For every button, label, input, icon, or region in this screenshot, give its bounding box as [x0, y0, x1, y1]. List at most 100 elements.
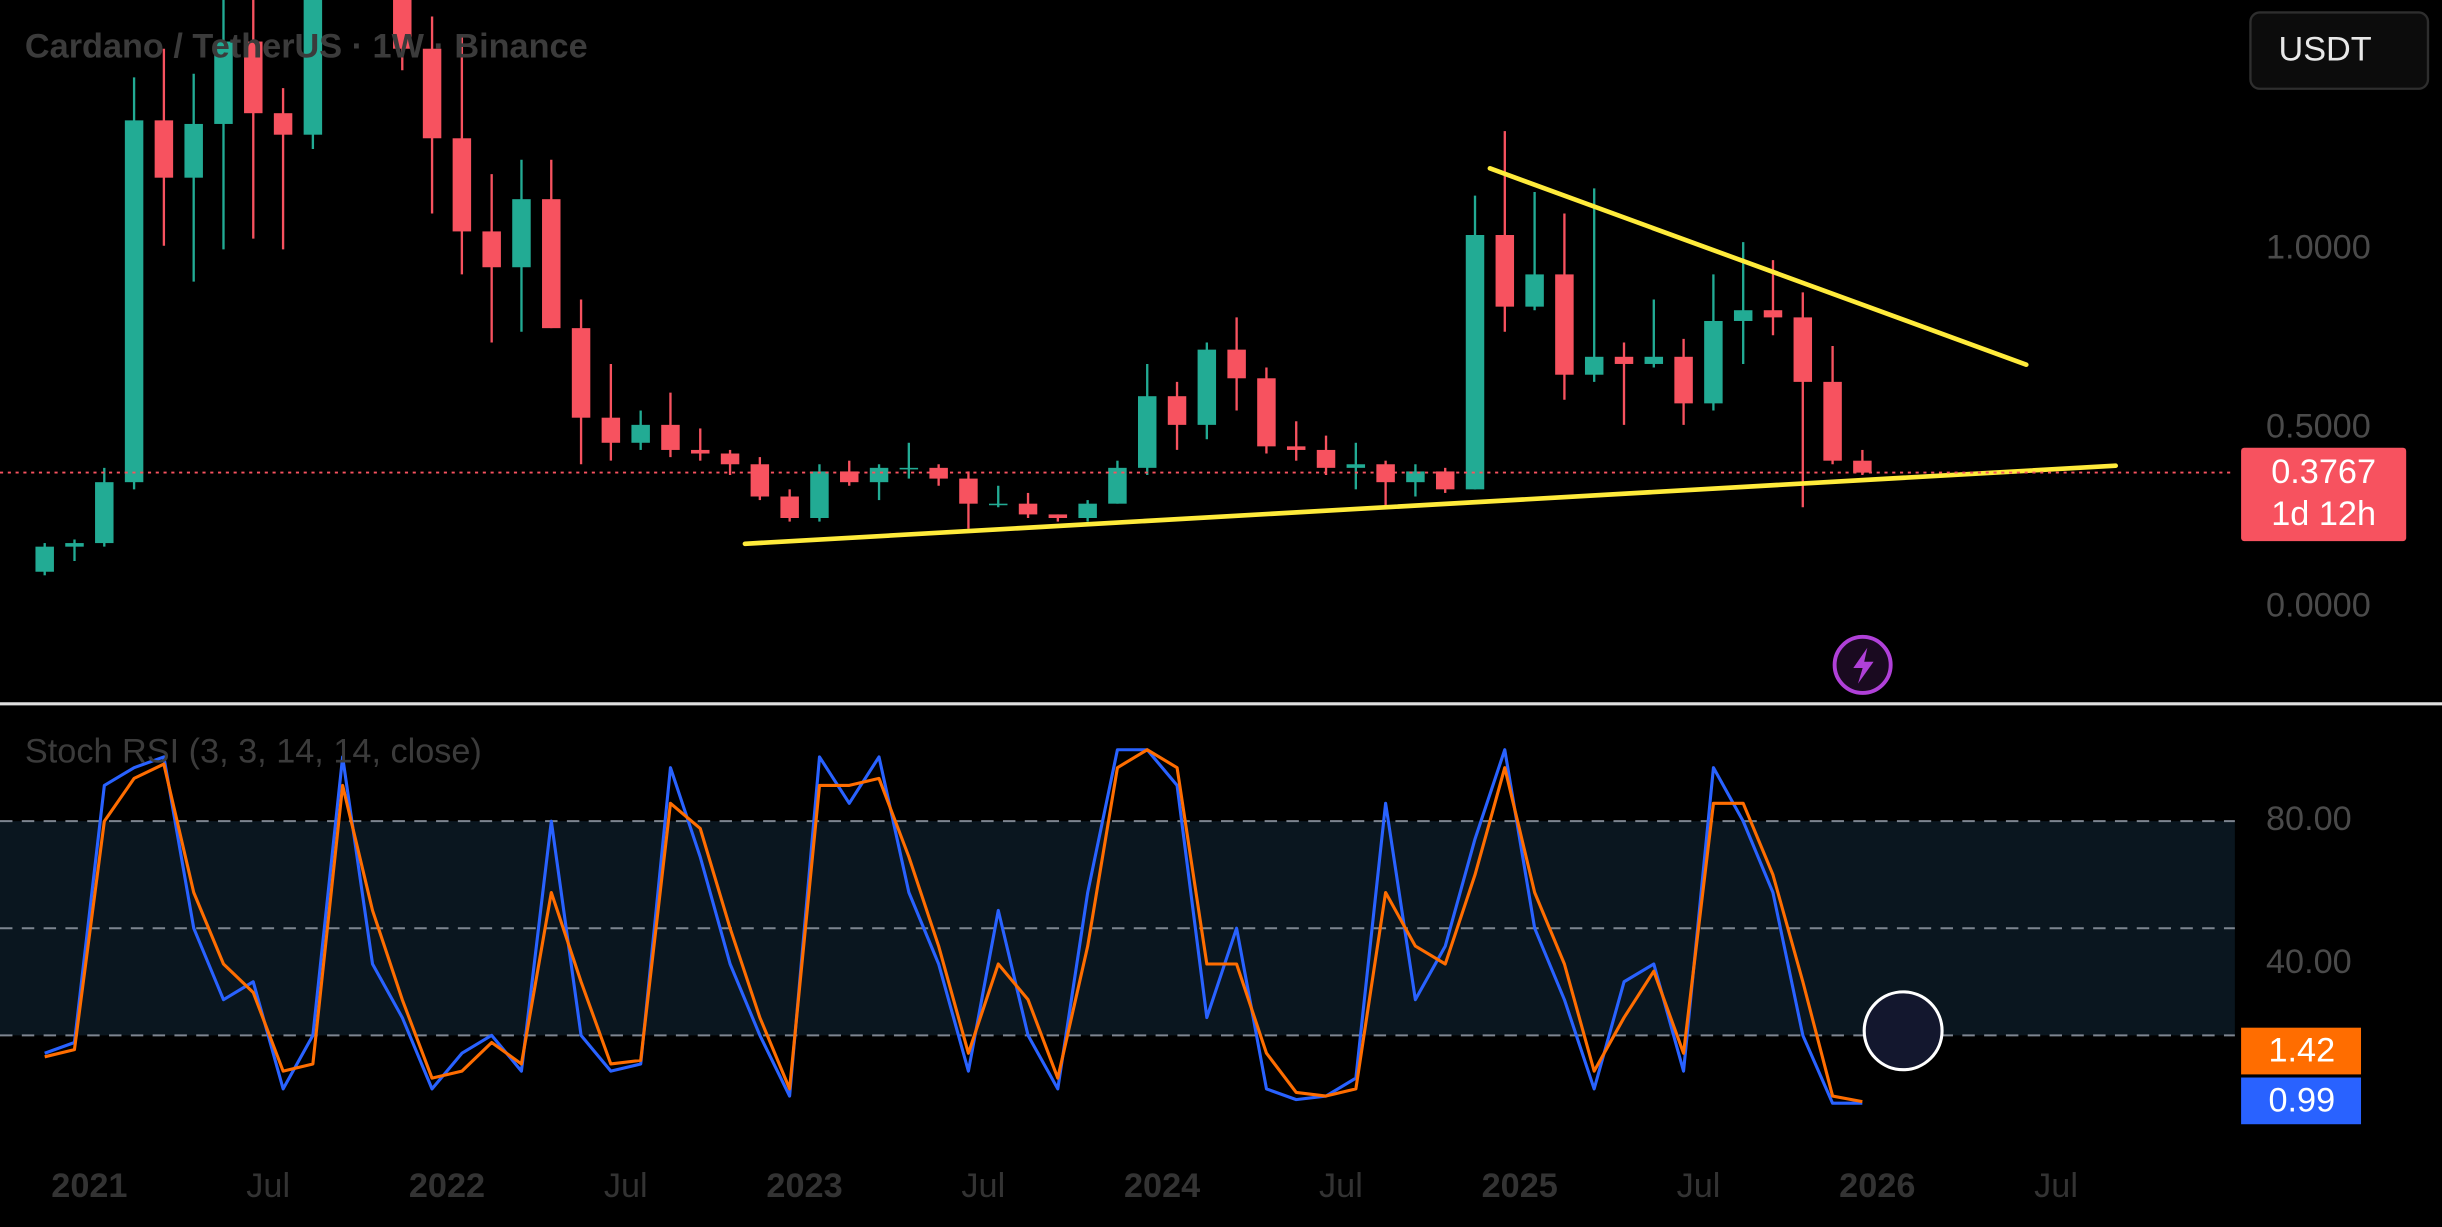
candle-body — [214, 41, 233, 124]
candle-body — [244, 41, 263, 114]
candle-body — [1018, 503, 1038, 515]
x-tick-label: 2026 — [1839, 1167, 1915, 1205]
y-tick-label: 80.00 — [2266, 800, 2352, 838]
candle-body — [1435, 471, 1455, 490]
candle-body — [601, 417, 621, 443]
candle-body — [512, 199, 531, 268]
overlay: 1.0000 0.5000 0.0000 0.3767 1d 12h 80.00 40.00… — [51, 228, 2407, 1205]
candle-body — [95, 482, 114, 544]
candle-body — [1286, 446, 1306, 450]
alert-icon-bolt[interactable] — [1853, 647, 1874, 684]
x-tick-label: Jul — [1319, 1167, 1363, 1205]
candle-body — [273, 113, 293, 135]
x-tick-label: Jul — [246, 1167, 290, 1205]
candle-body — [1853, 460, 1872, 473]
candle-body — [452, 138, 472, 232]
candle-body — [1584, 356, 1604, 375]
candle-body — [422, 48, 442, 139]
indicator-line — [44, 748, 1863, 1105]
x-tick-label: 2023 — [766, 1167, 842, 1205]
candle-body — [1346, 464, 1366, 468]
candle-body — [840, 471, 859, 483]
candle-body — [959, 478, 978, 504]
candle-body — [1078, 503, 1097, 519]
candle-body — [1465, 234, 1485, 490]
candle-body — [720, 453, 740, 465]
candle-body — [124, 120, 144, 483]
price-label: 0.3767 — [2271, 453, 2376, 491]
x-tick-label: Jul — [1677, 1167, 1721, 1205]
oscillator-pane — [0, 748, 2235, 1105]
last-value-label: 1.42 — [2268, 1032, 2335, 1070]
candle-body — [1614, 356, 1634, 364]
candle-body — [1376, 464, 1395, 483]
candle-body — [1048, 514, 1068, 519]
currency-button-label[interactable]: USDT — [2278, 30, 2371, 68]
candle-body — [691, 449, 710, 454]
candle-body — [929, 467, 948, 479]
candle-body — [1316, 449, 1336, 468]
candle-body — [1704, 320, 1723, 404]
candle-body — [631, 424, 650, 443]
candle-body — [1555, 274, 1574, 375]
candle-body — [184, 123, 203, 178]
y-tick-label: 1.0000 — [2266, 228, 2371, 266]
candle-body — [1197, 349, 1217, 425]
candle-body — [1525, 274, 1544, 307]
candle-body — [869, 467, 889, 483]
x-tick-label: Jul — [961, 1167, 1005, 1205]
candle-body — [1674, 356, 1693, 404]
alert-icon[interactable] — [1832, 634, 1893, 695]
x-tick-label: 2025 — [1482, 1167, 1558, 1205]
candle-body — [571, 328, 591, 418]
candle-body — [989, 503, 1008, 506]
y-tick-label: 0.0000 — [2266, 587, 2371, 625]
x-tick-label: Jul — [2034, 1167, 2078, 1205]
candle-body — [303, 0, 323, 135]
candle-body — [750, 464, 770, 497]
candle-body — [1137, 396, 1157, 468]
last-value-box — [2241, 1027, 2362, 1075]
last-value-box — [2241, 1077, 2362, 1125]
candle-body — [1108, 467, 1127, 504]
x-tick-label: 2022 — [409, 1167, 485, 1205]
candle-body — [35, 546, 54, 572]
indicator-line — [44, 748, 1863, 1104]
candle-body — [1227, 349, 1246, 379]
candle-body — [542, 199, 561, 329]
currency-button[interactable]: USDT — [2249, 11, 2430, 90]
bar-countdown: 1d 12h — [2271, 495, 2376, 533]
candle-body — [1793, 317, 1813, 382]
candle-body — [661, 424, 680, 450]
candle-body — [1733, 310, 1753, 321]
trendline — [742, 463, 2119, 547]
candle-body — [1257, 378, 1276, 447]
candle-body — [1495, 234, 1515, 307]
chart-title: Cardano / TetherUS · 1W · Binance — [25, 27, 588, 65]
candle-body — [65, 543, 84, 547]
price-label-box — [2241, 447, 2407, 542]
candle-body — [1823, 381, 1842, 461]
candle-body — [1763, 310, 1783, 318]
y-tick-label: 0.5000 — [2266, 407, 2371, 445]
candle-body — [810, 471, 829, 519]
x-tick-label: Jul — [604, 1167, 648, 1205]
x-tick-label: 2024 — [1124, 1167, 1200, 1205]
trendline — [1487, 166, 2029, 368]
candle-body — [780, 496, 799, 519]
y-tick-label: 40.00 — [2266, 943, 2352, 981]
indicator-title: Stoch RSI (3, 3, 14, 14, close) — [25, 733, 482, 771]
last-value-label: 0.99 — [2268, 1081, 2335, 1119]
candle-body — [1167, 396, 1187, 425]
currency-button-box[interactable] — [2249, 11, 2430, 90]
candle-body — [1406, 471, 1425, 483]
candle-body — [899, 467, 919, 470]
candle-body — [482, 231, 501, 268]
cursor-handle[interactable] — [1862, 990, 1944, 1072]
price-pane — [0, 0, 2235, 576]
candle-body — [154, 120, 174, 178]
candle-body — [393, 0, 412, 49]
